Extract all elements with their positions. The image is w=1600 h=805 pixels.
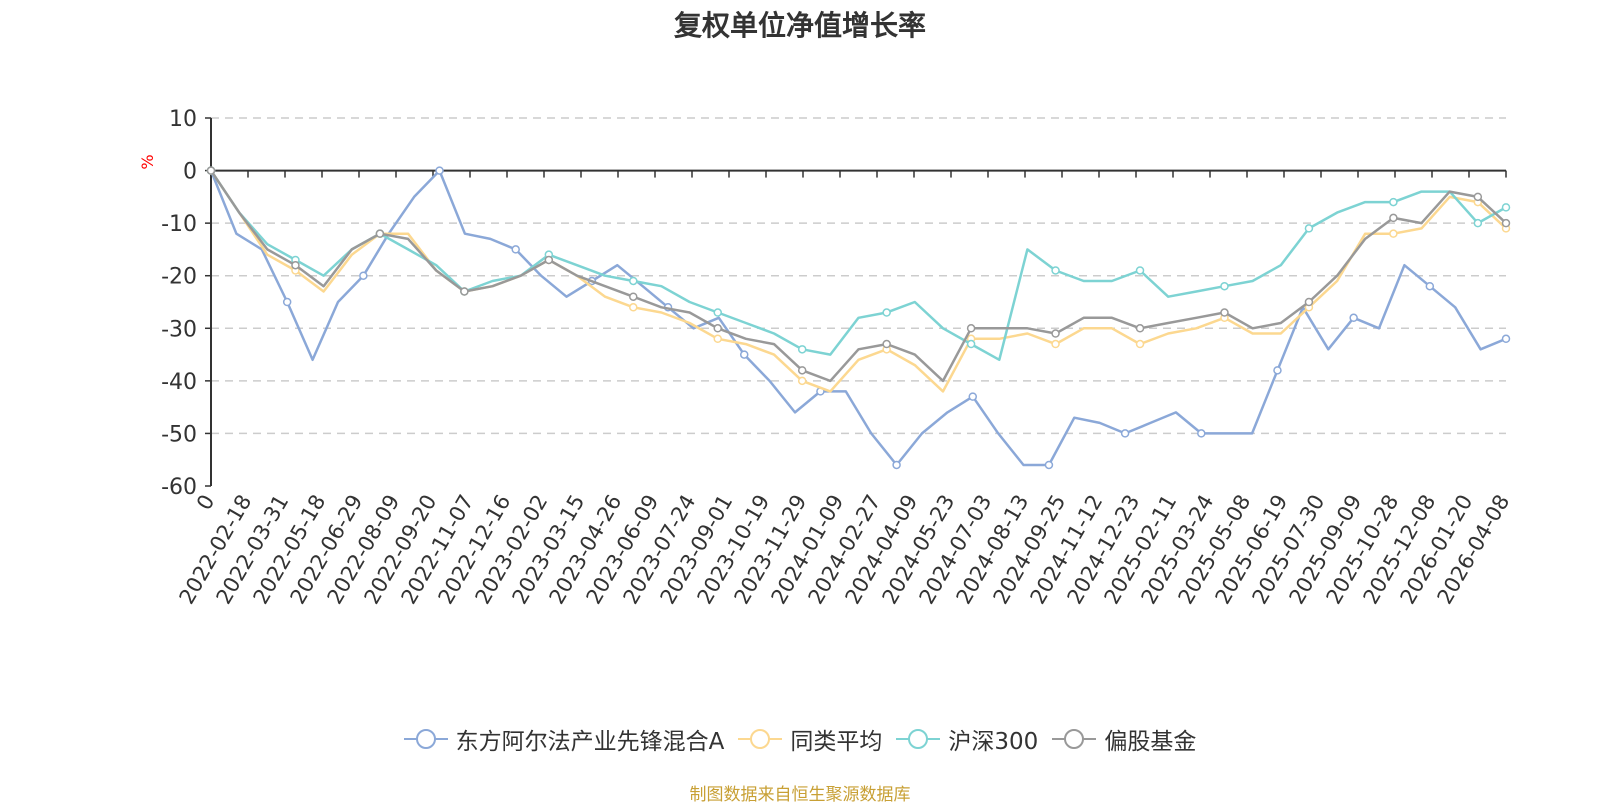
y-tick-label: 0 <box>183 160 197 185</box>
data-point <box>511 245 520 254</box>
data-point <box>460 287 469 296</box>
data-point <box>206 166 216 175</box>
data-point <box>1051 266 1060 275</box>
data-point <box>359 271 368 280</box>
data-point <box>1304 297 1314 307</box>
data-point <box>1135 324 1145 333</box>
data-point <box>544 255 554 265</box>
data-point <box>629 276 638 286</box>
legend-label-fund: 东方阿尔法产业先锋混合A <box>455 729 725 755</box>
data-point <box>1273 366 1282 375</box>
legend: 东方阿尔法产业先锋混合A 同类平均 沪深300 偏股基金 <box>0 722 1600 756</box>
series-lines <box>206 166 1511 470</box>
data-point <box>375 229 385 238</box>
data-point <box>797 345 807 354</box>
y-tick-label: -40 <box>161 370 197 395</box>
series-line <box>209 169 1507 467</box>
data-point <box>713 334 722 344</box>
data-point <box>1135 266 1145 275</box>
data-point <box>968 392 978 401</box>
data-point <box>1051 339 1060 349</box>
y-tick-labels: 10 0 -10 -20 -30 -40 -50 -60 <box>161 107 197 500</box>
data-point <box>797 376 807 386</box>
data-point <box>1501 218 1511 228</box>
data-point <box>966 324 976 333</box>
data-point <box>1501 203 1511 212</box>
legend-item-fund[interactable]: 东方阿尔法产业先锋混合A <box>403 722 725 756</box>
data-point <box>713 324 722 333</box>
data-point <box>882 308 891 317</box>
data-point <box>882 339 891 349</box>
legend-label-csi300: 沪深300 <box>948 729 1039 755</box>
data-point <box>966 339 976 349</box>
legend-swatch-equity-icon <box>1052 729 1097 749</box>
data-point <box>1197 429 1206 438</box>
y-tick-label: -60 <box>161 475 197 500</box>
legend-item-csi300[interactable]: 沪深300 <box>896 722 1038 756</box>
data-point <box>1044 460 1054 470</box>
data-point <box>1135 339 1145 349</box>
data-point <box>1349 313 1358 323</box>
data-point <box>1389 229 1398 238</box>
y-tick-label: -30 <box>161 317 197 342</box>
data-point <box>1425 281 1435 291</box>
data-point <box>1220 281 1229 291</box>
data-point <box>629 303 638 312</box>
legend-item-peer-average[interactable]: 同类平均 <box>738 722 882 756</box>
axes <box>205 117 1507 487</box>
data-point <box>1389 197 1398 207</box>
data-point <box>1473 192 1483 202</box>
grid-lines <box>211 117 1506 435</box>
y-tick-label: -20 <box>161 265 197 290</box>
series-line <box>209 169 1507 362</box>
data-point <box>1389 213 1398 223</box>
data-point <box>291 260 300 270</box>
data-point <box>282 297 292 307</box>
chart-title: 复权单位净值增长率 <box>673 9 926 42</box>
series-line <box>209 169 1507 383</box>
data-point <box>1473 218 1483 228</box>
series-3 <box>206 166 1511 383</box>
legend-swatch-fund-icon <box>403 729 448 749</box>
legend-swatch-csi300-icon <box>896 729 941 749</box>
series-line <box>209 169 1507 393</box>
x-tick-labels: 02022-02-182022-03-312022-05-182022-06-2… <box>175 491 1515 609</box>
data-point <box>1501 334 1511 344</box>
data-point <box>797 366 807 375</box>
data-source-note: 制图数据来自恒生聚源数据库 <box>689 785 911 805</box>
legend-label-equity-fund: 偏股基金 <box>1104 729 1197 755</box>
series-1 <box>206 166 1511 393</box>
data-point <box>435 166 444 175</box>
data-point <box>1051 329 1060 338</box>
y-tick-label: -50 <box>161 422 197 447</box>
data-point <box>629 292 638 301</box>
x-tick-label: 0 <box>192 491 219 515</box>
data-point <box>739 350 749 359</box>
legend-item-equity-fund[interactable]: 偏股基金 <box>1052 722 1196 756</box>
y-tick-label: 10 <box>169 107 197 132</box>
legend-swatch-peer-icon <box>738 729 783 749</box>
data-point <box>1220 308 1229 317</box>
data-point <box>1304 224 1314 233</box>
data-point <box>713 308 722 317</box>
legend-label-peer-average: 同类平均 <box>790 729 883 755</box>
data-point <box>892 460 901 470</box>
series-2 <box>206 166 1511 362</box>
y-tick-label: -10 <box>161 212 197 237</box>
data-point <box>1120 429 1130 438</box>
y-axis-label: % <box>138 154 157 169</box>
